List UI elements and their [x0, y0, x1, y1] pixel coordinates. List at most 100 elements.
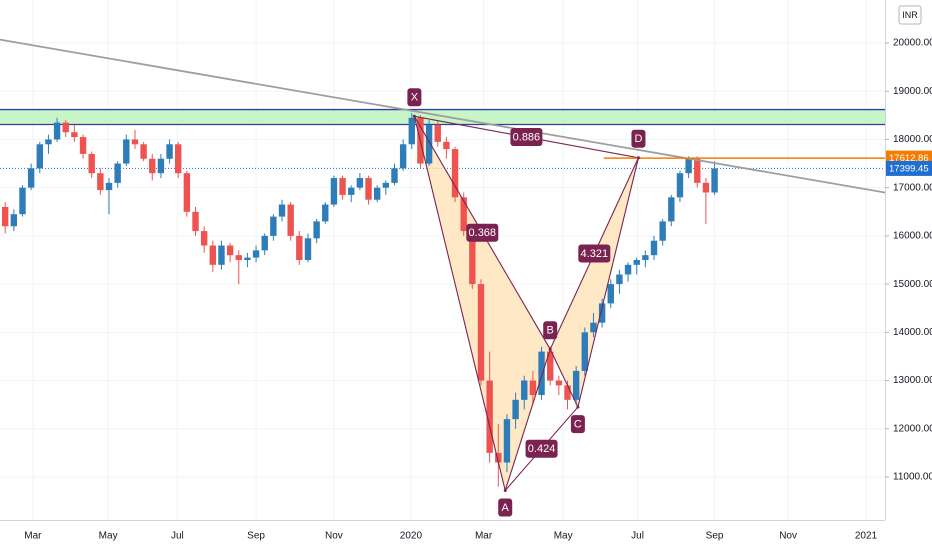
point-label: A	[502, 502, 510, 514]
resistance-zone	[0, 109, 885, 125]
candle-body	[572, 370, 580, 400]
x-tick-label: Nov	[325, 531, 343, 542]
candle-body	[659, 221, 666, 241]
candle-body	[348, 187, 355, 195]
candle-body	[521, 380, 528, 400]
y-tick-label: 19000.00	[893, 86, 932, 97]
pattern-leg	[549, 348, 579, 408]
candle-body	[1, 206, 9, 227]
candle-body	[512, 399, 519, 420]
candle-body	[27, 168, 35, 188]
candle-body	[62, 122, 69, 133]
x-tick-label: Mar	[475, 531, 493, 542]
pattern-point	[548, 347, 552, 351]
x-tick-label: Jul	[171, 531, 184, 542]
y-tick-label: 16000.00	[893, 231, 932, 242]
candle-body	[399, 144, 407, 169]
point-label: D	[634, 133, 642, 145]
candle-body	[598, 303, 606, 323]
point-label-box	[498, 498, 513, 517]
pattern-point	[576, 405, 580, 409]
candle-body	[97, 173, 104, 191]
candle-body	[382, 182, 390, 188]
ratio-label: 0.886	[513, 131, 541, 143]
x-tick-label: Nov	[779, 531, 797, 542]
ratio-label-box	[466, 223, 499, 242]
candle-body	[616, 274, 623, 285]
candle-body	[642, 255, 649, 260]
candle-body	[650, 240, 658, 256]
point-label: X	[411, 92, 419, 104]
candle-body	[330, 178, 338, 205]
point-label-box	[543, 321, 558, 340]
candle-body	[365, 178, 372, 200]
x-tick-label: Sep	[706, 531, 724, 542]
point-label-box	[570, 415, 585, 434]
point-label-box	[631, 129, 646, 148]
candle-body	[235, 255, 242, 260]
pattern-point	[503, 488, 507, 492]
candle-body	[296, 235, 303, 260]
candle-body	[313, 221, 320, 239]
candle-body	[373, 187, 381, 200]
candle-body	[443, 141, 450, 150]
ratio-label-box	[510, 128, 543, 147]
candle-body	[131, 139, 139, 145]
pattern-point	[636, 156, 640, 160]
candle-body	[209, 245, 217, 265]
candle-body	[607, 284, 614, 304]
candle-body	[270, 216, 277, 236]
ratio-label: 0.424	[528, 443, 556, 455]
candle-body	[278, 204, 286, 217]
ratio-label-box	[525, 439, 558, 458]
candle-body	[711, 168, 718, 193]
candle-body	[114, 163, 121, 183]
point-label: C	[574, 418, 582, 430]
point-label-box	[407, 88, 422, 107]
candle-body	[425, 124, 433, 164]
candle-body	[668, 197, 675, 222]
candle-body	[339, 178, 346, 195]
x-tick-label: 2021	[855, 531, 878, 542]
candle-body	[702, 182, 710, 193]
candle-body	[157, 158, 165, 174]
candle-body	[218, 245, 225, 265]
candle-body	[408, 117, 415, 145]
plot-area	[0, 0, 885, 520]
candle-body	[529, 380, 537, 396]
candle-body	[36, 144, 43, 169]
candle-body	[244, 257, 251, 260]
candle-body	[105, 182, 113, 191]
candle-body	[88, 153, 95, 174]
candle-body	[477, 284, 485, 381]
candle-body	[45, 139, 52, 145]
candle-body	[71, 132, 78, 138]
candle-body	[633, 260, 640, 265]
pattern-leg	[577, 157, 639, 408]
candle-body	[694, 158, 701, 183]
x-tick-label: May	[554, 531, 573, 542]
pattern-point	[412, 114, 416, 118]
candle-body	[624, 264, 632, 275]
candle-body	[495, 452, 502, 463]
candle-body	[192, 211, 199, 232]
candle-body	[175, 144, 182, 174]
y-tick-label: 12000.00	[893, 423, 932, 434]
candle-body	[322, 204, 329, 222]
candle-body	[676, 173, 684, 198]
y-tick-label: 11000.00	[893, 472, 932, 483]
level-price-tag: 17612.86	[889, 153, 929, 164]
pattern-fill	[550, 157, 639, 408]
candle-body	[10, 214, 18, 227]
candle-body	[304, 238, 312, 260]
candle-body	[547, 351, 554, 381]
last-price-tag-box	[886, 160, 932, 176]
pattern-leg	[504, 349, 551, 491]
x-tick-label: 2020	[400, 531, 423, 542]
y-tick-label: 20000.00	[893, 38, 932, 49]
candle-body	[166, 144, 173, 159]
currency-box[interactable]	[898, 5, 922, 25]
point-label: B	[547, 325, 554, 337]
y-tick-label: 17000.00	[893, 182, 932, 193]
